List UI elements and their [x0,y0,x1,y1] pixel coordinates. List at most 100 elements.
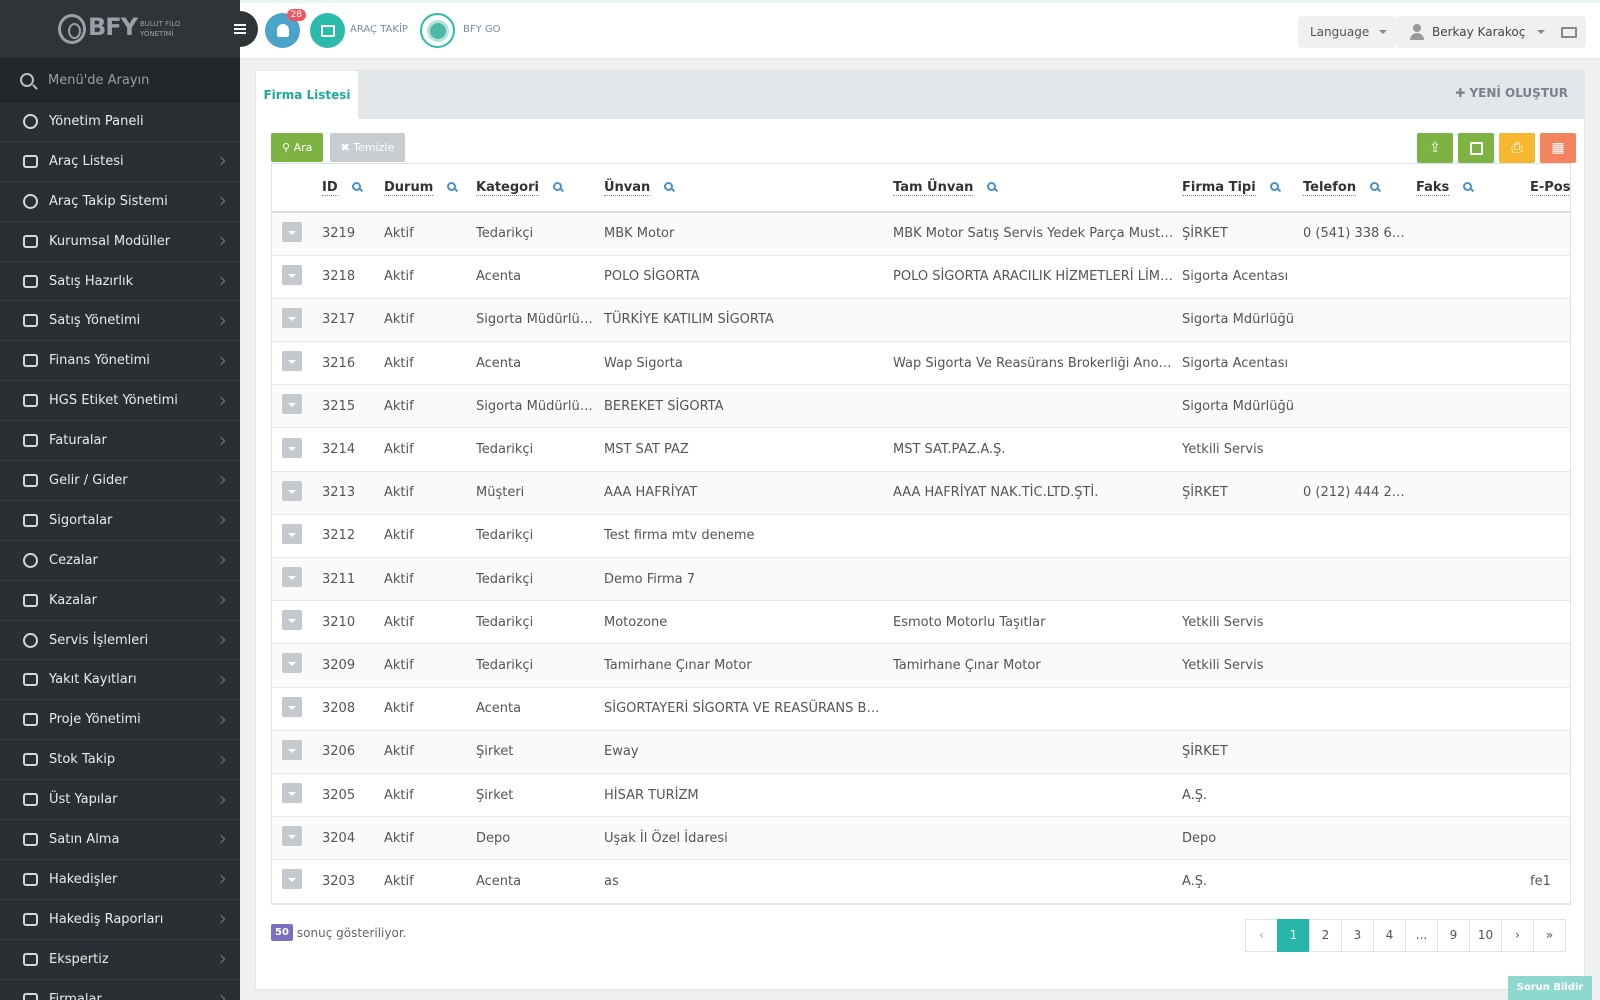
row-expand-button[interactable] [282,351,302,372]
page-link[interactable]: ‹ [1245,919,1278,952]
new-create-button[interactable]: ✚ YENİ OLUŞTUR [1455,86,1568,100]
column-search-icon[interactable] [1463,182,1473,191]
user-menu[interactable]: Berkay Karakoç [1396,16,1556,48]
row-expand-button[interactable] [282,523,302,544]
column-header[interactable]: Tam Ünvan [885,164,1174,213]
language-dropdown[interactable]: Language [1298,16,1398,48]
table-row[interactable]: 3214 Aktif Tedarikçi MST SAT PAZ MST SAT.PAZ… [272,427,1570,472]
sidebar-item[interactable]: HGS Etiket Yönetimi [0,381,240,422]
print-button[interactable]: ⎙ [1499,133,1535,163]
table-row[interactable]: 3209 Aktif Tedarikçi Tamirhane Çınar Motor T… [272,643,1570,688]
page-link[interactable]: 1 [1277,919,1310,952]
column-header[interactable]: Durum [376,164,468,213]
clear-button[interactable]: ✖ Temizle [329,133,406,162]
page-link[interactable]: 3 [1341,919,1374,952]
column-header[interactable]: Firma Tipi [1174,164,1295,213]
menu-search-input[interactable] [48,72,228,88]
sidebar-item[interactable]: Stok Takip [0,740,240,781]
row-expand-button[interactable] [282,610,302,631]
column-header[interactable]: Ünvan [596,164,885,213]
row-expand-button[interactable] [282,567,302,588]
sidebar-item[interactable]: Kazalar [0,581,240,621]
page-link[interactable]: › [1501,919,1534,952]
table-row[interactable]: 3205 Aktif Şirket HİSAR TURİZM A.Ş. [272,773,1570,818]
column-search-icon[interactable] [664,182,674,191]
column-search-icon[interactable] [1370,182,1380,191]
fullscreen-button[interactable] [1552,16,1586,48]
page-link[interactable]: 2 [1309,919,1342,952]
column-header[interactable]: Kategori [468,164,596,213]
row-expand-button[interactable] [282,783,302,804]
table-row[interactable]: 3213 Aktif Müşteri AAA HAFRİYAT AAA HAFRİYAT… [272,471,1570,515]
report-issue-button[interactable]: Sorun Bildir [1508,976,1592,1000]
sidebar-item[interactable]: Üst Yapılar [0,780,240,821]
table-row[interactable]: 3210 Aktif Tedarikçi Motozone Esmoto Motorlu… [272,600,1570,645]
sidebar-item[interactable]: Finans Yönetimi [0,341,240,382]
column-header[interactable]: ID [314,164,376,213]
row-expand-button[interactable] [282,480,302,501]
sidebar-item[interactable]: Gelir / Gider [0,461,240,501]
sidebar-item[interactable]: Yakıt Kayıtları [0,660,240,701]
sidebar-item[interactable]: Araç Takip Sistemi [0,182,240,222]
sidebar-item[interactable]: Satın Alma [0,820,240,860]
notifications-button[interactable]: 28 [265,9,306,48]
row-expand-button[interactable] [282,653,302,674]
column-header[interactable]: Telefon [1295,164,1408,213]
table-row[interactable]: 3212 Aktif Tedarikçi Test firma mtv deneme [272,514,1570,559]
row-expand-button[interactable] [282,264,302,285]
table-row[interactable]: 3219 Aktif Tedarikçi MBK Motor MBK Motor Sat… [272,212,1570,256]
arac-takip-label[interactable]: ARAÇ TAKİP [350,24,408,35]
sidebar-item[interactable]: Kurumsal Modüller [0,222,240,262]
page-link[interactable]: 9 [1437,919,1470,952]
sidebar-item[interactable]: Hakedişler [0,860,240,900]
row-expand-button[interactable] [282,437,302,458]
search-button[interactable]: ⚲ Ara [271,133,324,162]
sidebar-item[interactable]: Sigortalar [0,501,240,541]
upload-button[interactable]: ⇪ [1417,133,1453,163]
sidebar-item[interactable]: Cezalar [0,541,240,581]
table-row[interactable]: 3203 Aktif Acenta as A.Ş. fe1 [272,859,1570,904]
sidebar-item[interactable]: Firmalar [0,980,240,1000]
row-expand-button[interactable] [282,696,302,717]
row-expand-button[interactable] [282,221,302,242]
table-row[interactable]: 3218 Aktif Acenta POLO SİGORTA POLO SİGORTA … [272,255,1570,299]
row-expand-button[interactable] [282,826,302,847]
table-row[interactable]: 3211 Aktif Tedarikçi Demo Firma 7 [272,557,1570,602]
column-header[interactable]: E-Posta [1522,164,1570,213]
column-search-icon[interactable] [1269,182,1279,191]
row-expand-button[interactable] [282,307,302,328]
tab-firma-listesi[interactable]: Firma Listesi [256,71,358,119]
sidebar-item[interactable]: Satış Yönetimi [0,301,240,342]
sidebar-item[interactable]: Ekspertiz [0,940,240,980]
table-row[interactable]: 3206 Aktif Şirket Eway ŞİRKET [272,730,1570,774]
table-row[interactable]: 3216 Aktif Acenta Wap Sigorta Wap Sigorta Ve… [272,341,1570,386]
page-link[interactable]: » [1533,919,1566,952]
bfy-go-button[interactable] [420,13,455,48]
excel-export-button[interactable] [1458,133,1494,163]
sidebar-item[interactable]: Araç Listesi [0,142,240,182]
table-row[interactable]: 3217 Aktif Sigorta Müdürlüğü TÜRKİYE KATILI… [272,298,1570,343]
table-row[interactable]: 3204 Aktif Depo Uşak İl Özel İdaresi Depo [272,816,1570,861]
column-header[interactable]: Faks [1408,164,1522,213]
row-expand-button[interactable] [282,869,302,890]
page-link[interactable]: 4 [1373,919,1406,952]
sidebar-item[interactable]: Faturalar [0,421,240,462]
sidebar-item[interactable]: Hakediş Raporları [0,900,240,940]
bfy-go-label[interactable]: BFY GO [463,24,501,35]
sidebar-item[interactable]: Satış Hazırlık [0,262,240,302]
table-row[interactable]: 3215 Aktif Sigorta Müdürlüğü BEREKET SİGORT… [272,384,1570,429]
columns-button[interactable]: ▦ [1540,133,1576,163]
page-link[interactable]: 10 [1469,919,1502,952]
table-row[interactable]: 3208 Aktif Acenta SİGORTAYERİ SİGORTA VE RE… [272,687,1570,731]
sidebar-item[interactable]: Proje Yönetimi [0,700,240,741]
column-search-icon[interactable] [447,182,457,191]
column-search-icon[interactable] [351,182,361,191]
page-link[interactable]: ... [1405,919,1438,952]
menu-toggle-button[interactable] [222,11,258,47]
row-expand-button[interactable] [282,394,302,415]
sidebar-item[interactable]: Servis İşlemleri [0,621,240,661]
sidebar-item[interactable]: Yönetim Paneli [0,102,240,142]
column-search-icon[interactable] [987,182,997,191]
row-expand-button[interactable] [282,739,302,760]
arac-takip-button[interactable] [310,13,345,48]
